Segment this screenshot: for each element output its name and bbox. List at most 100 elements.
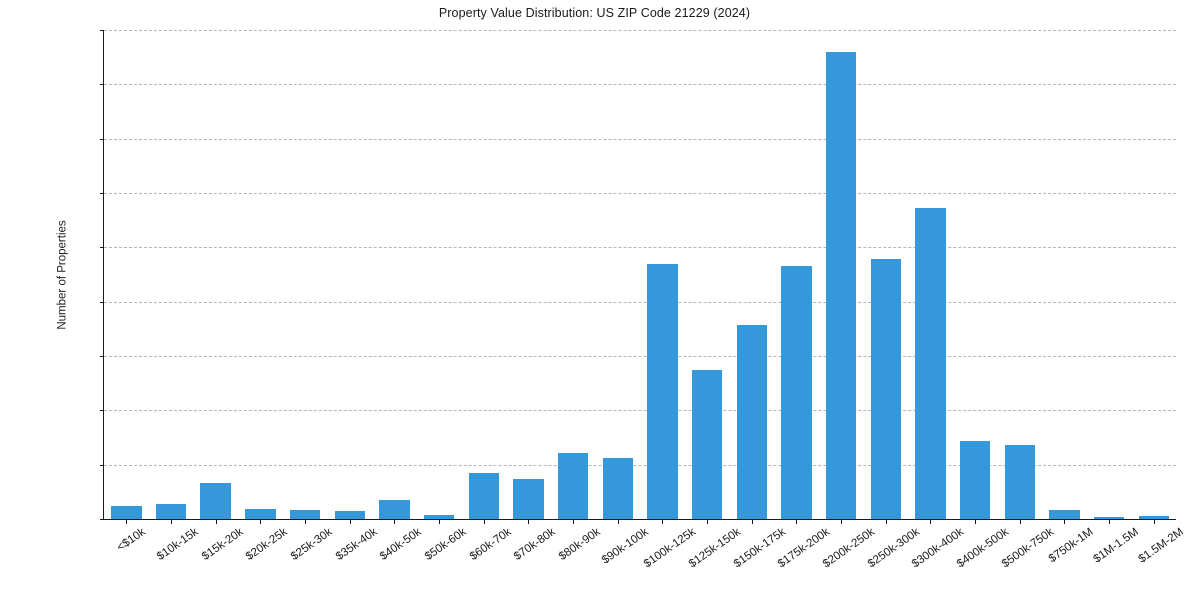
x-axis-tick-mark	[707, 519, 709, 524]
x-axis-tick-mark	[573, 519, 575, 524]
bar-slot	[953, 30, 998, 519]
bar-slot	[997, 30, 1042, 519]
x-axis-tick-slot	[104, 519, 149, 524]
bar[interactable]	[691, 370, 723, 519]
x-axis-tick-slot	[327, 519, 372, 524]
bar-slot	[1131, 30, 1176, 519]
bar[interactable]	[334, 511, 365, 519]
x-axis-tick-mark	[215, 519, 217, 524]
bar-slot	[461, 30, 506, 519]
bar[interactable]	[781, 266, 812, 519]
x-axis-tick-labels: <$10k $10k-15k $15k-20k $20k-25k $25k-30k $35…	[103, 524, 1185, 588]
bar[interactable]	[468, 472, 499, 519]
x-axis-tick-mark	[260, 519, 262, 524]
bar[interactable]	[647, 264, 678, 519]
x-axis-tick-slot	[149, 519, 194, 524]
bar-slot	[417, 30, 462, 519]
x-axis-tick-mark	[305, 519, 307, 524]
bar-slot	[863, 30, 908, 519]
x-axis-tick-label: <$10k	[115, 526, 149, 554]
x-axis-tick-mark	[349, 519, 351, 524]
bar[interactable]	[1004, 445, 1035, 519]
x-axis-tick-slot	[953, 519, 998, 524]
x-axis-label-slot: $20k-25k	[237, 524, 290, 588]
x-axis-label-slot: $300k-400k	[907, 524, 966, 588]
bar[interactable]	[870, 258, 901, 519]
bar[interactable]	[289, 509, 321, 519]
bar-slot	[327, 30, 372, 519]
bar[interactable]	[557, 452, 589, 519]
x-axis-label-slot: $125k-150k	[684, 524, 743, 588]
x-axis-tick-slot	[1131, 519, 1176, 524]
x-axis-tick-slot	[819, 519, 864, 524]
x-axis-tick-slot	[997, 519, 1042, 524]
x-axis-tick-mark	[796, 519, 798, 524]
y-axis-tick-mark	[100, 193, 104, 194]
x-axis-label-slot: $1.5M-2M	[1130, 524, 1185, 588]
x-axis-label-slot: $35k-40k	[326, 524, 380, 588]
x-axis-tick-mark	[1109, 519, 1111, 524]
bar-slot	[774, 30, 819, 519]
bar[interactable]	[736, 325, 767, 519]
x-axis-tick-mark	[439, 519, 441, 524]
x-axis-tick-mark	[930, 519, 932, 524]
bar[interactable]	[825, 51, 857, 519]
y-axis-tick-mark	[100, 301, 104, 303]
x-axis-label-slot: $200k-250k	[818, 524, 877, 588]
x-axis-label-slot: $25k-30k	[282, 524, 335, 588]
x-axis-ticks	[104, 519, 1176, 524]
bar[interactable]	[200, 482, 231, 519]
y-axis-tick-mark	[100, 247, 104, 249]
x-axis-label-slot: $60k-70k	[460, 524, 514, 588]
bar-slot	[640, 30, 685, 519]
bar[interactable]	[1138, 515, 1169, 519]
bar-slot	[908, 30, 953, 519]
gridline	[104, 356, 1176, 357]
x-axis-label-slot: $40k-50k	[371, 524, 424, 588]
bar[interactable]	[1093, 517, 1125, 519]
x-axis-tick-slot	[417, 519, 462, 524]
bar[interactable]	[379, 499, 410, 519]
y-axis-label-container: Number of Properties	[0, 30, 69, 519]
bar[interactable]	[245, 508, 276, 519]
x-axis-label-slot: $50k-60k	[416, 524, 469, 588]
bar[interactable]	[111, 506, 142, 519]
x-axis-tick-mark	[885, 519, 887, 524]
x-axis-tick-mark	[975, 519, 977, 524]
bar[interactable]	[1049, 509, 1080, 519]
x-axis-tick-slot	[461, 519, 506, 524]
bar[interactable]	[915, 208, 946, 519]
x-axis-tick-slot	[774, 519, 819, 524]
bar[interactable]	[602, 457, 633, 519]
y-axis-tick-mark	[100, 30, 104, 31]
x-axis-tick-slot	[729, 519, 774, 524]
x-axis-tick-slot	[238, 519, 283, 524]
x-axis-tick-mark	[841, 519, 843, 524]
gridline	[104, 138, 1176, 140]
x-axis-tick-mark	[617, 519, 619, 524]
plot-area: 02505007501,0001,2501,5001,7502,0002,250	[100, 30, 1176, 524]
bar-slot	[595, 30, 640, 519]
x-axis-label-slot: $100k-125k	[639, 524, 698, 588]
x-axis-tick-mark	[662, 519, 664, 524]
gridline	[104, 464, 1176, 466]
bar[interactable]	[423, 514, 455, 519]
y-axis-tick-mark	[100, 356, 104, 357]
bar[interactable]	[155, 503, 187, 519]
gridline	[104, 247, 1176, 249]
bar-series	[104, 30, 1176, 519]
x-axis-tick-mark	[751, 519, 753, 524]
x-axis-tick-mark	[394, 519, 396, 524]
x-axis-tick-slot	[372, 519, 417, 524]
x-axis-tick-mark	[171, 519, 172, 524]
bar-slot	[819, 30, 864, 519]
x-axis-tick-mark	[528, 519, 530, 524]
bar[interactable]	[513, 478, 544, 519]
y-axis-tick-mark	[100, 410, 104, 412]
y-axis-tick-mark	[100, 138, 104, 140]
bar[interactable]	[959, 441, 991, 519]
y-axis-tick-mark	[100, 519, 104, 520]
x-axis-tick-mark	[483, 519, 485, 524]
gridline	[104, 410, 1176, 412]
bar-slot	[685, 30, 730, 519]
